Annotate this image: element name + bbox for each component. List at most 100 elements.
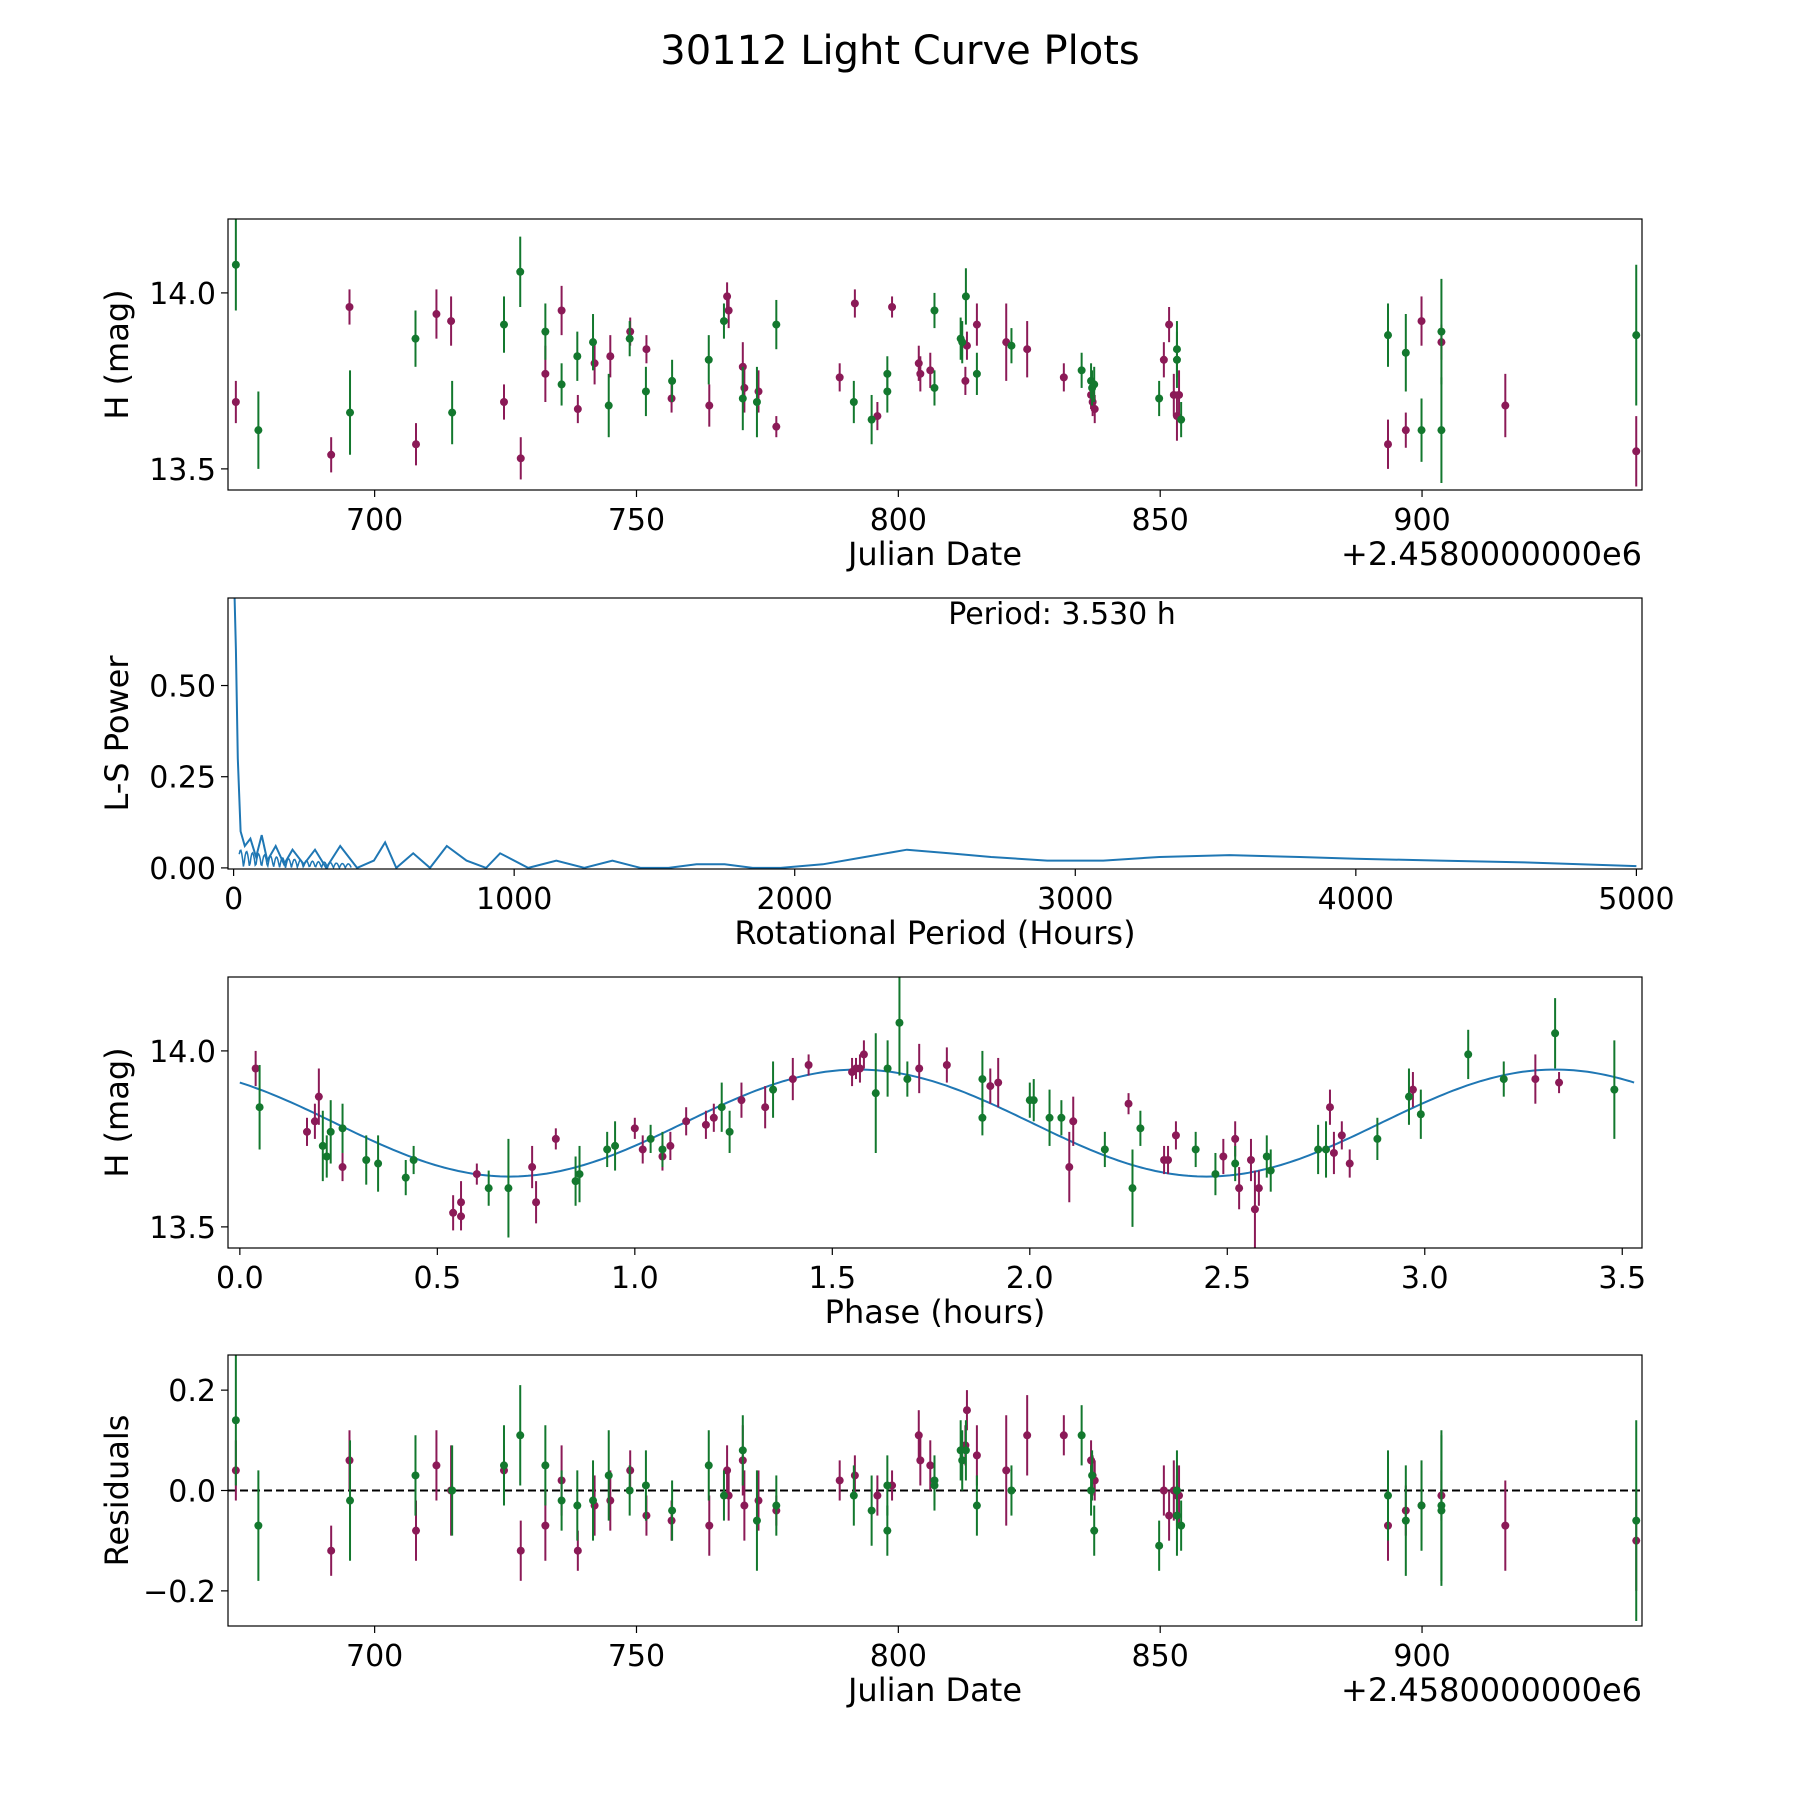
data-marker [752,398,761,407]
x-axis-offset-label: +2.4580000000e6 [1341,535,1642,573]
green-data-point [326,1100,335,1164]
green-data-point [322,1135,331,1178]
green-data-point [883,356,892,392]
data-marker [638,1145,647,1154]
data-marker [411,334,420,343]
data-marker [1384,1491,1393,1500]
x-tick-label: 2.0 [1006,1261,1054,1296]
green-data-point [1211,1152,1220,1196]
data-marker [254,1521,263,1530]
data-marker [1437,327,1446,336]
x-axis-offset-label: +2.4580000000e6 [1341,1671,1642,1709]
green-data-point [1499,1061,1508,1097]
magenta-data-point [873,402,882,431]
y-tick-label: 0.25 [149,761,216,796]
magenta-data-point [1164,1145,1173,1175]
x-tick-label: 2.5 [1203,1261,1251,1296]
data-marker [541,1461,550,1470]
data-marker [641,387,650,396]
data-marker [804,1060,813,1069]
green-data-point [499,296,508,353]
magenta-data-point [804,1054,813,1076]
data-marker [883,369,892,378]
magenta-data-point [916,1435,925,1486]
magenta-data-point [850,1455,859,1496]
magenta-data-point [915,1043,924,1094]
data-marker [738,394,747,403]
data-marker [1632,1516,1641,1525]
data-marker [1069,1117,1078,1126]
green-data-point [930,1460,939,1511]
data-marker [516,1431,525,1440]
data-marker [472,1170,481,1179]
data-marker [1159,355,1168,364]
data-marker [1437,426,1446,435]
green-data-point [1401,314,1410,392]
x-tick-label: 1.5 [808,1261,856,1296]
data-marker [914,359,923,368]
data-marker [1211,1170,1220,1179]
x-axis-label: Phase (hours) [825,1293,1046,1331]
data-marker [575,1170,584,1179]
green-data-point [704,335,713,385]
data-marker [962,1406,971,1415]
green-data-point [557,363,566,406]
data-marker [972,1501,981,1510]
magenta-data-point [1219,1138,1228,1175]
data-marker [1231,1159,1240,1168]
magenta-data-point [314,1068,323,1125]
green-data-point [1417,398,1426,462]
plot-area [239,977,1635,1248]
green-data-point [1401,1465,1410,1576]
magenta-data-point [432,1430,441,1501]
green-data-point [704,1430,713,1501]
data-marker [254,426,263,435]
magenta-data-point [606,335,615,378]
data-marker [1057,1113,1066,1122]
magenta-data-point [835,1460,844,1501]
data-marker [338,1124,347,1133]
data-marker [327,450,336,459]
magenta-data-point [873,1475,882,1516]
data-marker [752,1516,761,1525]
data-marker [958,1456,967,1465]
green-data-point [625,321,634,357]
data-marker [1191,1145,1200,1154]
magenta-data-point [499,384,508,420]
magenta-data-point [855,1054,864,1083]
data-marker [850,299,859,308]
data-marker [1408,1085,1417,1094]
data-marker [571,1177,580,1186]
magenta-data-point [1069,1096,1078,1146]
green-data-point [1177,402,1186,438]
data-marker [449,1208,458,1217]
data-marker [432,310,441,319]
green-data-point [1322,1121,1331,1178]
green-data-point [448,1445,457,1536]
green-data-point [1551,998,1560,1069]
green-data-point [883,1040,892,1097]
magenta-data-point [1325,1089,1334,1125]
magenta-data-point [1002,303,1011,381]
green-data-point [362,1135,371,1185]
green-data-point [504,1138,513,1238]
data-marker [1329,1148,1338,1157]
magenta-data-point [916,356,925,392]
data-marker [457,1212,466,1221]
data-marker [914,1431,923,1440]
green-data-point [1417,1460,1426,1551]
data-marker [895,1018,904,1027]
x-axis-label: Julian Date [846,1671,1022,1709]
magenta-data-point [1501,1480,1510,1571]
green-data-point [604,373,613,438]
x-tick-label: 3000 [1037,882,1113,917]
green-data-point [978,1050,987,1108]
data-marker [604,1471,613,1480]
data-marker [972,369,981,378]
magenta-data-point [573,394,582,424]
data-marker [573,352,582,361]
magenta-data-point [251,1050,260,1087]
magenta-data-point [1159,1465,1168,1516]
period-annotation: Period: 3.530 h [948,597,1176,632]
green-data-point [1057,1100,1066,1136]
